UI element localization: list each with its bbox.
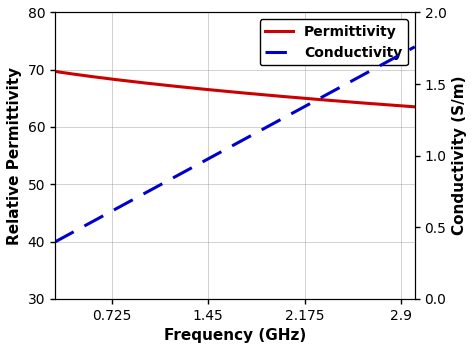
Permittivity	[412, 105, 418, 109]
Legend: Permittivity, Conductivity: Permittivity, Conductivity	[260, 19, 408, 65]
Permittivity	[339, 99, 345, 104]
Conductivity	[299, 106, 305, 110]
Conductivity	[412, 45, 418, 49]
Y-axis label: Conductivity (S/m): Conductivity (S/m)	[452, 76, 467, 235]
X-axis label: Frequency (GHz): Frequency (GHz)	[164, 328, 306, 343]
Permittivity	[333, 99, 338, 103]
Y-axis label: Relative Permittivity: Relative Permittivity	[7, 66, 22, 245]
Conductivity	[89, 220, 94, 224]
Permittivity	[52, 69, 58, 73]
Permittivity	[89, 75, 94, 79]
Conductivity	[198, 161, 203, 165]
Permittivity	[299, 96, 305, 100]
Conductivity	[52, 240, 58, 244]
Line: Permittivity: Permittivity	[55, 71, 415, 107]
Conductivity	[339, 84, 345, 89]
Conductivity	[333, 88, 338, 92]
Conductivity	[210, 154, 216, 158]
Line: Conductivity: Conductivity	[55, 47, 415, 242]
Permittivity	[198, 87, 203, 91]
Permittivity	[210, 88, 216, 92]
